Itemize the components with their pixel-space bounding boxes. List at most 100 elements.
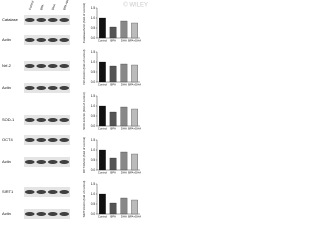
x-tick-label: DHA <box>121 83 127 87</box>
blot-band <box>36 64 47 68</box>
blot-band <box>59 18 70 22</box>
x-tick-label: Control <box>98 171 107 175</box>
x-tick-label: DHA <box>121 215 127 219</box>
blot-background <box>24 209 70 219</box>
lane-label: BPA <box>39 4 45 11</box>
x-tick-label: BPA <box>110 39 116 43</box>
bar <box>131 64 138 83</box>
blot-band <box>24 86 35 90</box>
x-tick-label: DHA <box>121 127 127 131</box>
y-axis-label: Nrf-2/Actin (fold of control) <box>82 49 86 84</box>
blot-band <box>59 38 70 42</box>
blot-background <box>24 15 70 25</box>
blot-band <box>47 212 58 216</box>
x-tick-label: Control <box>98 39 107 43</box>
y-axis-label: SIRT1/Actin (fold of control) <box>82 181 86 218</box>
y-tick-label: 1.5 <box>91 138 96 142</box>
blot-band <box>24 118 35 122</box>
blot-band <box>47 138 58 142</box>
y-tick-label: 0.5 <box>91 158 96 162</box>
bar <box>109 26 117 39</box>
blot-band <box>59 64 70 68</box>
bar <box>99 61 106 83</box>
bar <box>99 193 106 215</box>
blot-label: SOD-1 <box>2 117 15 122</box>
bar <box>99 105 106 127</box>
x-tick-label: BPA+DHA <box>128 127 141 131</box>
x-tick-label: BPA <box>110 215 116 219</box>
blot-band <box>36 118 47 122</box>
blot-background <box>24 83 70 93</box>
blot-band <box>47 190 58 194</box>
blot-band <box>47 18 58 22</box>
bar <box>131 153 138 171</box>
lane-label: DHA <box>51 3 57 10</box>
x-tick-label: BPA+DHA <box>128 83 141 87</box>
blot-band <box>47 160 58 164</box>
blot-band <box>24 190 35 194</box>
blot-band <box>59 138 70 142</box>
lane-label: Control <box>28 0 35 11</box>
y-tick-label: 0.5 <box>91 114 96 118</box>
blot-background <box>24 115 70 125</box>
y-tick-label: 0.0 <box>91 124 96 128</box>
blot-band <box>36 138 47 142</box>
x-tick-label: BPA+DHA <box>128 215 141 219</box>
blot-band <box>59 212 70 216</box>
x-tick-label: Control <box>98 127 107 131</box>
blot-band <box>36 190 47 194</box>
blot-background <box>24 187 70 197</box>
blot-band <box>59 86 70 90</box>
blot-label: Catalase <box>2 17 19 22</box>
y-tick-label: 1.5 <box>91 50 96 54</box>
blot-band <box>24 64 35 68</box>
blot-band <box>24 138 35 142</box>
y-tick-label: 0.0 <box>91 36 96 40</box>
bar <box>109 65 117 83</box>
blot-band <box>47 118 58 122</box>
blot-band <box>59 190 70 194</box>
blot-background <box>24 35 70 45</box>
watermark: © WILEY <box>123 2 148 9</box>
background <box>0 0 150 225</box>
blot-label: Nrf-2 <box>2 63 12 68</box>
bar <box>131 108 138 127</box>
x-tick-label: BPA+DHA <box>128 171 141 175</box>
y-tick-label: 0.0 <box>91 80 96 84</box>
x-tick-label: DHA <box>121 39 127 43</box>
blot-label: SIRT1 <box>2 189 14 194</box>
y-tick-label: 0.5 <box>91 70 96 74</box>
y-tick-label: 1.0 <box>91 60 96 64</box>
bar <box>131 22 138 39</box>
blot-band <box>24 18 35 22</box>
bar <box>120 20 128 39</box>
blot-band <box>36 160 47 164</box>
blot-label: Actin <box>2 37 11 42</box>
blot-band <box>59 160 70 164</box>
blot-label: Actin <box>2 211 11 216</box>
y-tick-label: 1.5 <box>91 94 96 98</box>
y-tick-label: 1.5 <box>91 6 96 10</box>
blot-band <box>24 160 35 164</box>
x-tick-label: BPA+DHA <box>128 39 141 43</box>
blot-band <box>36 212 47 216</box>
blot-band <box>36 86 47 90</box>
bar <box>131 199 138 215</box>
y-axis-label: OCT4/Actin (fold of control) <box>82 137 86 173</box>
bar <box>120 106 128 127</box>
x-tick-label: BPA <box>110 171 116 175</box>
y-axis-label: SOD-1/Actin (fold of control) <box>82 92 86 130</box>
blot-band <box>47 64 58 68</box>
bar <box>120 197 128 215</box>
blot-background <box>24 135 70 145</box>
y-tick-label: 0.5 <box>91 26 96 30</box>
lane-label: BPA+DHA <box>62 0 71 11</box>
y-tick-label: 1.0 <box>91 16 96 20</box>
x-tick-label: BPA <box>110 83 116 87</box>
bar <box>120 63 128 83</box>
y-tick-label: 1.0 <box>91 192 96 196</box>
bar <box>99 149 106 171</box>
blot-band <box>47 38 58 42</box>
blot-band <box>47 86 58 90</box>
bar <box>99 17 106 39</box>
